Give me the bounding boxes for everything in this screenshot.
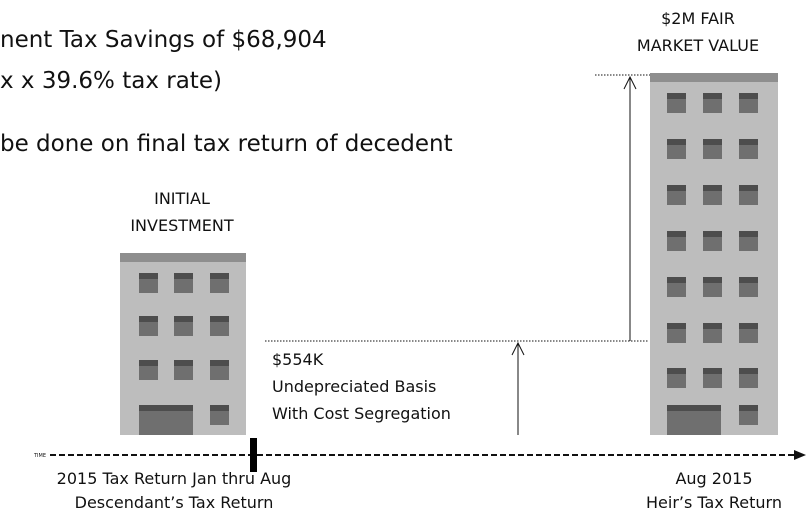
basis-label: $554K: [272, 350, 324, 369]
window: [174, 360, 193, 366]
window: [667, 323, 686, 329]
window: [174, 273, 193, 279]
window: [739, 368, 758, 374]
window: [667, 139, 686, 145]
window: [667, 231, 686, 237]
building-label: INITIAL: [154, 189, 210, 208]
timeline-label: 2015 Tax Return Jan thru Aug: [57, 469, 292, 488]
window: [139, 360, 158, 366]
window: [703, 323, 722, 329]
building-label: INVESTMENT: [130, 216, 234, 235]
building-label: $2M FAIR: [661, 9, 735, 28]
time-label: TIME: [33, 453, 46, 459]
small-building: [120, 253, 246, 435]
window: [210, 405, 229, 411]
window: [667, 185, 686, 191]
timeline: [50, 438, 806, 472]
timeline-label: Heir’s Tax Return: [646, 493, 782, 512]
window: [174, 316, 193, 322]
building-label: MARKET VALUE: [637, 36, 759, 55]
basis-label: Undepreciated Basis: [272, 377, 436, 396]
window: [703, 139, 722, 145]
window: [703, 277, 722, 283]
window: [739, 185, 758, 191]
window: [210, 273, 229, 279]
window: [139, 316, 158, 322]
header-line: nent Tax Savings of $68,904: [0, 27, 327, 53]
window: [139, 273, 158, 279]
window: [739, 323, 758, 329]
window: [667, 405, 721, 411]
basis-label: With Cost Segregation: [272, 404, 451, 423]
timeline-label: Descendant’s Tax Return: [75, 493, 274, 512]
window: [210, 316, 229, 322]
window: [139, 405, 193, 411]
window: [739, 277, 758, 283]
timeline-label: Aug 2015: [675, 469, 752, 488]
window: [667, 368, 686, 374]
slide: nent Tax Savings of $68,904 x x 39.6% ta…: [0, 0, 806, 520]
window: [739, 231, 758, 237]
window: [739, 405, 758, 411]
window: [667, 93, 686, 99]
big-building: [650, 73, 778, 435]
window: [703, 368, 722, 374]
window: [667, 277, 686, 283]
window: [739, 139, 758, 145]
window: [703, 231, 722, 237]
window: [703, 185, 722, 191]
header-line: x x 39.6% tax rate): [0, 68, 222, 94]
window: [210, 360, 229, 366]
header-line: be done on final tax return of decedent: [0, 131, 453, 157]
window: [739, 93, 758, 99]
window: [703, 93, 722, 99]
